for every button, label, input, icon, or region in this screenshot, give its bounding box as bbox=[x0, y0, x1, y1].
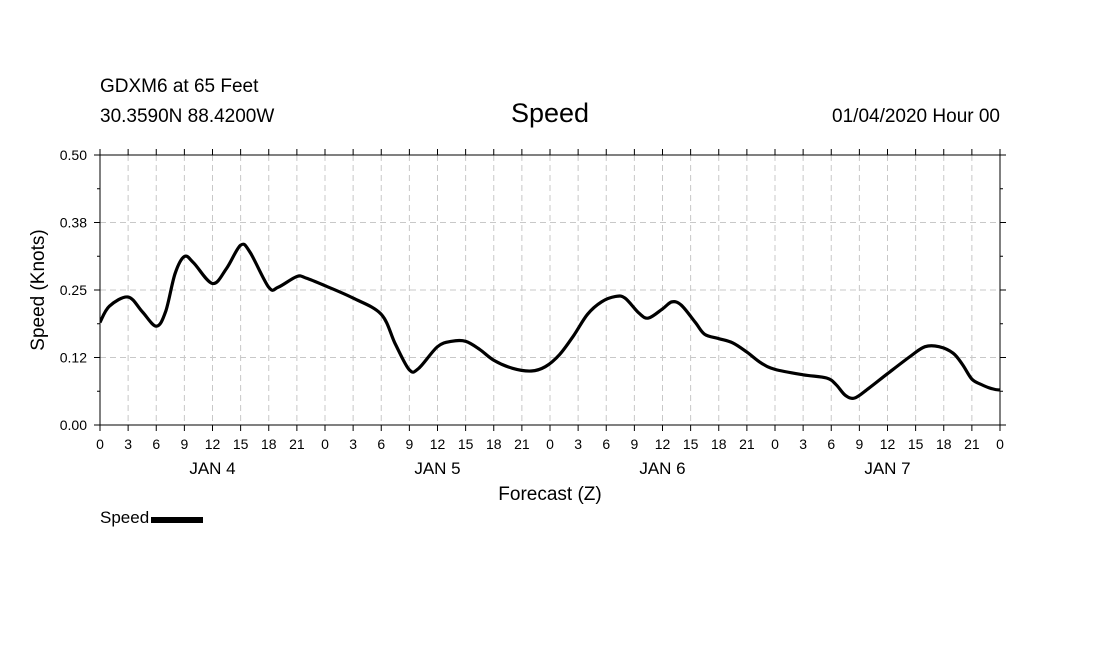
axis-ticks bbox=[94, 149, 1006, 431]
legend-label: Speed bbox=[100, 508, 150, 527]
x-tick-label: 3 bbox=[349, 436, 357, 452]
x-tick-label: 6 bbox=[827, 436, 835, 452]
x-tick-label: 0 bbox=[996, 436, 1004, 452]
y-axis-title: Speed (Knots) bbox=[28, 229, 49, 350]
x-tick-label: 15 bbox=[908, 436, 924, 452]
x-tick-label: 9 bbox=[855, 436, 863, 452]
x-tick-label: 0 bbox=[771, 436, 779, 452]
x-tick-label: 15 bbox=[683, 436, 699, 452]
x-tick-label: 3 bbox=[574, 436, 582, 452]
grid-lines bbox=[100, 155, 1000, 425]
x-tick-label: 0 bbox=[546, 436, 554, 452]
x-tick-label: 18 bbox=[711, 436, 727, 452]
coordinates-label: 30.3590N 88.4200W bbox=[100, 106, 275, 127]
forecast-timestamp: 01/04/2020 Hour 00 bbox=[832, 106, 1000, 127]
x-tick-label: 18 bbox=[486, 436, 502, 452]
x-tick-label: 21 bbox=[514, 436, 530, 452]
x-tick-label: 3 bbox=[799, 436, 807, 452]
day-label: JAN 6 bbox=[639, 459, 685, 478]
legend-swatch bbox=[151, 517, 204, 523]
x-tick-label: 9 bbox=[180, 436, 188, 452]
x-tick-label: 9 bbox=[405, 436, 413, 452]
y-tick-label: 0.12 bbox=[60, 350, 87, 366]
y-tick-label: 0.25 bbox=[60, 282, 87, 298]
x-tick-label: 12 bbox=[430, 436, 446, 452]
x-tick-label: 6 bbox=[602, 436, 610, 452]
x-tick-label: 18 bbox=[261, 436, 277, 452]
plot-frame bbox=[99, 154, 1001, 426]
x-tick-label: 6 bbox=[377, 436, 385, 452]
x-tick-label: 18 bbox=[936, 436, 952, 452]
y-tick-label: 0.00 bbox=[60, 417, 87, 433]
x-tick-label: 15 bbox=[458, 436, 474, 452]
x-tick-label: 21 bbox=[964, 436, 980, 452]
day-label: JAN 7 bbox=[864, 459, 910, 478]
x-tick-label: 21 bbox=[739, 436, 755, 452]
y-tick-label: 0.38 bbox=[60, 215, 87, 231]
x-tick-label: 0 bbox=[96, 436, 104, 452]
station-label: GDXM6 at 65 Feet bbox=[100, 76, 259, 97]
series-layer bbox=[100, 242, 1000, 400]
day-label: JAN 5 bbox=[414, 459, 460, 478]
x-tick-label: 12 bbox=[655, 436, 671, 452]
chart-title: Speed bbox=[510, 98, 590, 128]
x-tick-label: 3 bbox=[124, 436, 132, 452]
y-tick-label: 0.50 bbox=[60, 147, 87, 163]
speed-series-line bbox=[100, 242, 1000, 400]
legend: Speed bbox=[100, 508, 204, 528]
x-axis-title: Forecast (Z) bbox=[498, 484, 601, 505]
axis-labels: 0.00 0.12 0.25 0.38 0.50 0 3 6 9 12 15 18 21 0 3 6 9 12 15… bbox=[60, 147, 1004, 478]
x-tick-label: 12 bbox=[880, 436, 896, 452]
x-tick-label: 9 bbox=[630, 436, 638, 452]
x-tick-label: 0 bbox=[321, 436, 329, 452]
x-tick-label: 21 bbox=[289, 436, 305, 452]
day-label: JAN 4 bbox=[189, 459, 235, 478]
x-tick-label: 12 bbox=[205, 436, 221, 452]
x-tick-label: 15 bbox=[233, 436, 249, 452]
x-tick-label: 6 bbox=[152, 436, 160, 452]
